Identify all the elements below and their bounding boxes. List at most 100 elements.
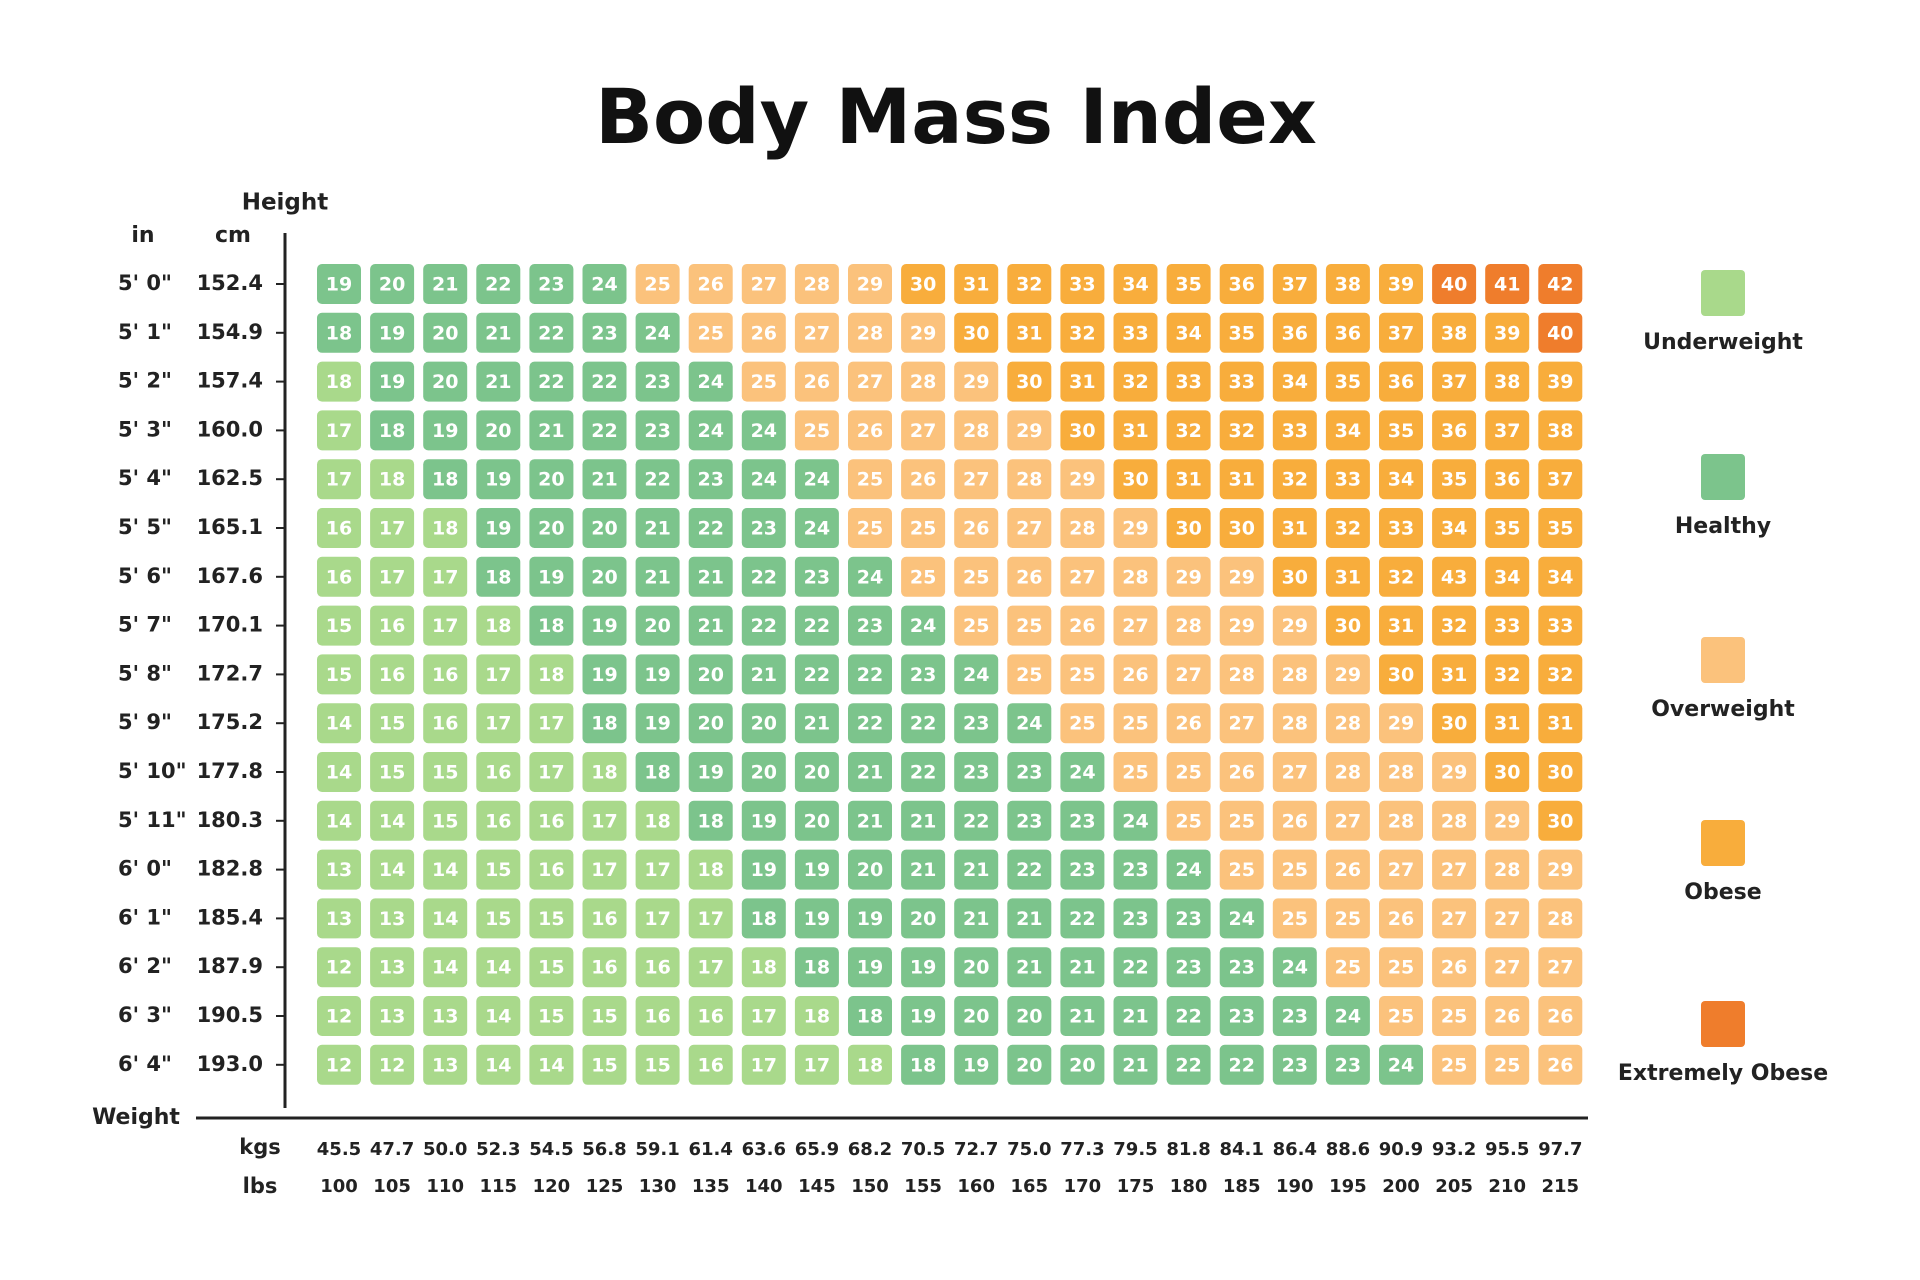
bmi-value: 23 xyxy=(1175,908,1201,930)
bmi-cell xyxy=(476,800,521,841)
bmi-cell xyxy=(1060,849,1105,890)
bmi-value: 22 xyxy=(804,664,830,686)
bmi-cell xyxy=(741,459,786,500)
bmi-cell xyxy=(901,556,946,597)
bmi-cell xyxy=(1432,508,1477,548)
bmi-cell xyxy=(1432,264,1477,304)
bmi-value: 30 xyxy=(1282,566,1308,588)
height-in: 5' 10" xyxy=(118,759,187,783)
lbs-value: 185 xyxy=(1223,1176,1261,1197)
bmi-value: 31 xyxy=(1441,664,1467,686)
bmi-value: 22 xyxy=(697,518,723,540)
bmi-value: 26 xyxy=(697,274,723,296)
bmi-cell xyxy=(794,654,839,695)
bmi-cell xyxy=(1538,996,1583,1036)
bmi-value: 21 xyxy=(485,371,511,393)
bmi-value: 25 xyxy=(910,566,936,588)
bmi-value: 31 xyxy=(1388,615,1414,637)
bmi-value: 19 xyxy=(857,908,883,930)
bmi-value: 25 xyxy=(1388,1006,1414,1028)
bmi-cell xyxy=(370,752,415,792)
bmi-cell xyxy=(1272,947,1317,988)
bmi-cell xyxy=(1166,556,1211,597)
bmi-cell xyxy=(901,264,946,304)
legend-label: Extremely Obese xyxy=(1618,1061,1828,1086)
bmi-cell xyxy=(1432,849,1477,890)
bmi-cell xyxy=(476,459,521,500)
height-cm: 175.2 xyxy=(197,710,263,734)
bmi-value: 24 xyxy=(1282,957,1308,979)
bmi-value: 22 xyxy=(485,274,511,296)
bmi-value: 25 xyxy=(697,322,723,344)
bmi-cell xyxy=(1219,312,1264,353)
bmi-value: 17 xyxy=(379,566,405,588)
bmi-cell xyxy=(529,459,574,500)
bmi-value: 34 xyxy=(1494,566,1520,588)
bmi-value: 35 xyxy=(1494,518,1520,540)
bmi-cell xyxy=(635,508,680,548)
bmi-value: 21 xyxy=(751,664,777,686)
bmi-value: 13 xyxy=(326,908,352,930)
bmi-value: 18 xyxy=(697,859,723,881)
bmi-value: 28 xyxy=(963,420,989,442)
bmi-cell xyxy=(901,410,946,451)
height-label: Height xyxy=(242,190,329,216)
bmi-value: 23 xyxy=(1069,859,1095,881)
bmi-cell xyxy=(1325,361,1370,402)
bmi-cell xyxy=(423,1044,468,1085)
bmi-cell xyxy=(794,459,839,500)
bmi-value: 27 xyxy=(1547,957,1573,979)
bmi-cell xyxy=(794,849,839,890)
bmi-cell xyxy=(529,752,574,792)
bmi-value: 20 xyxy=(910,908,936,930)
bmi-cell xyxy=(529,605,574,646)
bmi-value: 17 xyxy=(326,420,352,442)
bmi-value: 28 xyxy=(1228,664,1254,686)
kgs-value: 86.4 xyxy=(1273,1139,1317,1160)
bmi-value: 20 xyxy=(751,713,777,735)
bmi-value: 18 xyxy=(857,1054,883,1076)
bmi-cell xyxy=(688,264,733,304)
bmi-value: 14 xyxy=(432,957,458,979)
height-cm: 170.1 xyxy=(197,613,263,637)
bmi-cell xyxy=(1113,996,1158,1036)
bmi-cell xyxy=(1007,556,1052,597)
bmi-cell xyxy=(954,410,999,451)
bmi-value: 20 xyxy=(963,957,989,979)
bmi-cell xyxy=(635,605,680,646)
bmi-value: 22 xyxy=(591,420,617,442)
lbs-value: 190 xyxy=(1276,1176,1314,1197)
kgs-value: 63.6 xyxy=(742,1139,786,1160)
bmi-value: 25 xyxy=(1122,713,1148,735)
bmi-cell xyxy=(848,996,892,1036)
bmi-value: 14 xyxy=(432,908,458,930)
bmi-cell xyxy=(317,996,361,1036)
bmi-cell xyxy=(794,947,839,988)
legend-swatch xyxy=(1701,454,1745,500)
bmi-value: 24 xyxy=(1388,1054,1414,1076)
bmi-cell xyxy=(1272,410,1317,451)
bmi-cell xyxy=(1219,800,1264,841)
bmi-cell xyxy=(370,898,415,939)
bmi-cell xyxy=(1379,312,1423,353)
bmi-cell xyxy=(901,947,946,988)
bmi-cell xyxy=(1166,264,1211,304)
lbs-value: 110 xyxy=(426,1176,464,1197)
bmi-value: 16 xyxy=(538,810,564,832)
lbs-value: 200 xyxy=(1382,1176,1420,1197)
bmi-cell xyxy=(1113,703,1158,744)
bmi-cell xyxy=(423,556,468,597)
bmi-value: 25 xyxy=(1069,713,1095,735)
kgs-value: 65.9 xyxy=(795,1139,839,1160)
height-in: 6' 1" xyxy=(118,905,172,929)
bmi-cell xyxy=(635,556,680,597)
bmi-cell xyxy=(423,605,468,646)
bmi-value: 15 xyxy=(485,859,511,881)
bmi-value: 19 xyxy=(379,322,405,344)
bmi-value: 29 xyxy=(963,371,989,393)
bmi-value: 15 xyxy=(591,1054,617,1076)
bmi-value: 34 xyxy=(1441,518,1467,540)
bmi-cell xyxy=(1007,800,1052,841)
bmi-value: 34 xyxy=(1547,566,1573,588)
bmi-cell xyxy=(370,459,415,500)
